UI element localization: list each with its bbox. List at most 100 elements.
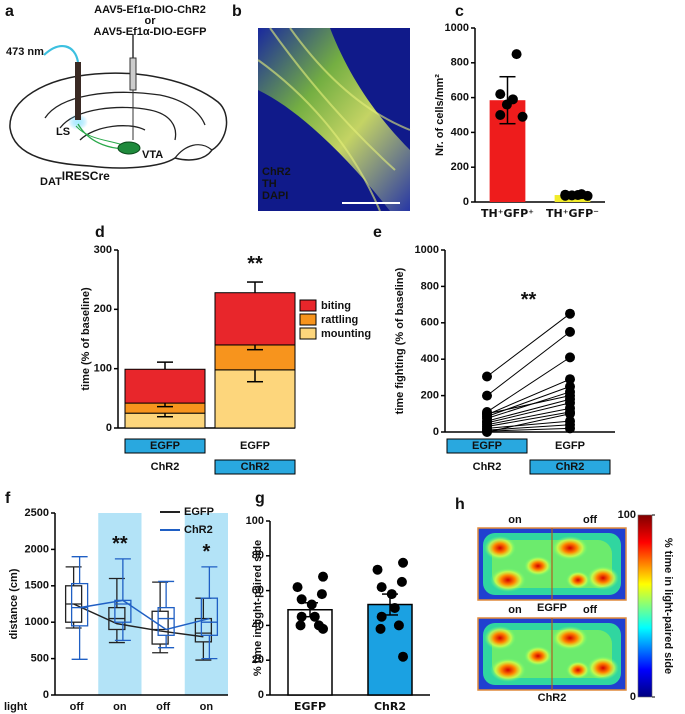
data-point [372, 564, 383, 575]
data-point [386, 589, 397, 600]
panel-label: a [5, 3, 14, 20]
x-row-label: EGFP [555, 440, 585, 452]
y-tick-label: 200 [421, 390, 439, 402]
legend-label: EGFP [184, 506, 214, 518]
x-tick-label: TH⁺GFP⁻ [546, 207, 599, 220]
panel-label: g [255, 490, 265, 507]
pair-line [486, 427, 571, 432]
y-tick-label: 1000 [445, 22, 469, 34]
brain-diagram [9, 34, 228, 169]
box [194, 617, 213, 643]
data-point [318, 623, 329, 634]
heatmap-images [477, 514, 653, 698]
panel-label: f [5, 490, 11, 507]
data-point [316, 589, 327, 600]
y-tick-label: 20 [252, 654, 264, 666]
bar [287, 608, 333, 696]
y-tick-label: 80 [252, 550, 264, 562]
data-point [295, 620, 306, 631]
x-tick-label: EGFP [294, 700, 326, 713]
x-row-label: ChR2 [473, 461, 502, 473]
y-tick-label: 200 [451, 161, 469, 173]
y-tick-label: 200 [94, 303, 112, 315]
x-tick-label: TH⁺GFP⁺ [481, 207, 534, 220]
colorbar-tick-label: 100 [618, 509, 636, 521]
pair-line [486, 407, 571, 426]
mean-line [73, 603, 204, 638]
virus-label: AAV5-Ef1α-DIO-EGFP [94, 26, 207, 38]
y-axis-title: time (% of baseline) [80, 287, 92, 391]
x-row-label: EGFP [240, 440, 270, 452]
data-point [318, 571, 329, 582]
data-point [376, 611, 387, 622]
y-tick-label: 0 [258, 689, 264, 701]
x-row-label: EGFP [150, 440, 180, 452]
y-axis-title: % time in light-paired side [252, 540, 264, 676]
y-tick-label: 40 [252, 619, 264, 631]
legend-swatch [299, 327, 317, 340]
bar-segment [214, 292, 296, 346]
stain-label: ChR2 [262, 166, 291, 178]
box [157, 606, 175, 636]
mouse-superscript: IRESCre [62, 169, 110, 183]
data-point [393, 620, 404, 631]
pair-line [486, 378, 571, 416]
mean-line [79, 599, 210, 631]
data-point [296, 611, 307, 622]
data-point [511, 49, 522, 60]
arena-side: on [508, 604, 522, 616]
data-point [565, 390, 575, 401]
x-tick-label: on [113, 701, 127, 713]
y-tick-label: 2000 [25, 543, 49, 555]
pair-line [486, 395, 571, 415]
x-tick-label: off [70, 701, 84, 713]
data-point [398, 557, 409, 568]
y-axis-title: Nr. of cells/mm² [434, 74, 446, 156]
group-box [529, 459, 611, 475]
bar [367, 603, 413, 696]
group-box [446, 438, 528, 454]
box [114, 599, 132, 623]
data-point [398, 651, 409, 662]
x-row-label: ChR2 [151, 461, 180, 473]
virus-label: AAV5-Ef1α-DIO-ChR2 [94, 4, 206, 16]
data-point [306, 599, 317, 610]
data-point [565, 423, 575, 434]
panel-label: h [455, 496, 465, 513]
pair-line [486, 420, 571, 429]
data-point [482, 427, 492, 437]
legend-swatch [299, 313, 317, 326]
data-point [582, 190, 593, 201]
mouse-line: DATIRESCre [40, 169, 110, 188]
y-tick-label: 100 [94, 363, 112, 375]
micrograph [257, 27, 411, 212]
data-point [495, 89, 506, 100]
y-tick-label: 0 [43, 689, 49, 701]
data-point [560, 190, 571, 201]
legend-label: ChR2 [184, 524, 213, 536]
group-box [124, 438, 206, 454]
data-point [565, 408, 575, 419]
laser-label: 473 nm [6, 46, 44, 58]
arena-group: ChR2 [538, 692, 567, 704]
group-box [214, 459, 296, 475]
x-row-label: ChR2 [556, 461, 585, 473]
legend-label: mounting [321, 328, 371, 340]
data-point [482, 371, 492, 382]
y-tick-label: 800 [451, 57, 469, 69]
y-tick-label: 2500 [25, 507, 49, 519]
significance: ** [112, 533, 128, 555]
light-on-shade [184, 513, 228, 695]
y-axis-title: time fighting (% of baseline) [394, 267, 406, 414]
x-tick-label: off [156, 701, 170, 713]
panel-label: e [373, 224, 382, 241]
legend-label: rattling [321, 314, 358, 326]
box [200, 597, 219, 636]
y-tick-label: 1000 [25, 616, 49, 628]
x-axis-title: light [4, 701, 28, 713]
significance: ** [247, 253, 263, 275]
panel-label: b [232, 3, 242, 20]
virus-or: or [145, 15, 157, 27]
y-tick-label: 0 [106, 422, 112, 434]
panel-label: c [455, 3, 464, 20]
